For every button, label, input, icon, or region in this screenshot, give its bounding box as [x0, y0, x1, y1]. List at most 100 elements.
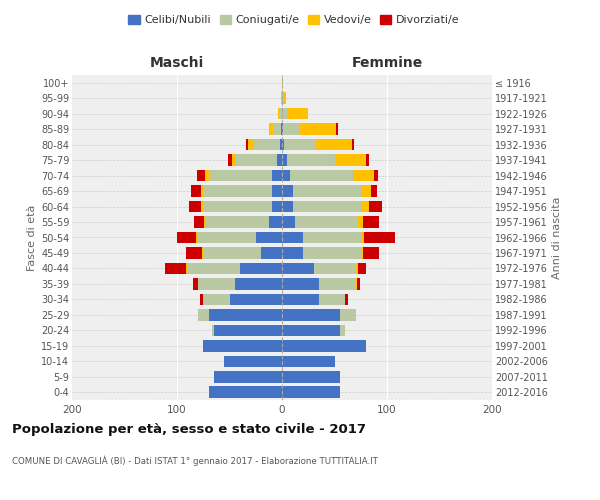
Bar — [282, 294, 319, 305]
Bar — [235, 278, 282, 289]
Bar — [281, 92, 282, 104]
Bar — [203, 294, 229, 305]
Bar — [188, 200, 201, 212]
Bar — [282, 247, 303, 259]
Bar — [200, 294, 203, 305]
Bar — [187, 247, 202, 259]
Bar — [261, 247, 282, 259]
Bar — [282, 309, 340, 320]
Bar — [345, 294, 348, 305]
Bar — [284, 139, 316, 150]
Bar — [352, 139, 355, 150]
Bar — [232, 154, 235, 166]
Bar — [280, 139, 282, 150]
Bar — [240, 262, 282, 274]
Bar — [193, 278, 198, 289]
Text: Popolazione per età, sesso e stato civile - 2017: Popolazione per età, sesso e stato civil… — [12, 422, 366, 436]
Bar — [282, 77, 283, 88]
Bar — [371, 186, 377, 197]
Bar — [366, 154, 369, 166]
Bar — [235, 154, 277, 166]
Bar — [206, 216, 269, 228]
Bar — [374, 170, 377, 181]
Bar — [198, 232, 256, 243]
Bar — [205, 170, 209, 181]
Bar — [363, 216, 379, 228]
Bar — [283, 124, 299, 135]
Bar — [271, 186, 282, 197]
Bar — [256, 232, 282, 243]
Bar — [282, 139, 284, 150]
Bar — [203, 186, 271, 197]
Bar — [196, 232, 198, 243]
Bar — [279, 108, 282, 120]
Bar — [353, 170, 374, 181]
Bar — [282, 108, 287, 120]
Bar — [281, 124, 282, 135]
Bar — [361, 247, 363, 259]
Bar — [282, 262, 314, 274]
Bar — [187, 262, 240, 274]
Legend: Celibi/Nubili, Coniugati/e, Vedovi/e, Divorziati/e: Celibi/Nubili, Coniugati/e, Vedovi/e, Di… — [124, 10, 464, 30]
Text: Maschi: Maschi — [150, 56, 204, 70]
Bar — [282, 154, 287, 166]
Bar — [282, 324, 340, 336]
Bar — [363, 247, 379, 259]
Bar — [282, 124, 283, 135]
Y-axis label: Anni di nascita: Anni di nascita — [552, 196, 562, 279]
Bar — [364, 232, 395, 243]
Bar — [355, 278, 356, 289]
Bar — [361, 186, 371, 197]
Bar — [282, 340, 366, 351]
Bar — [282, 232, 303, 243]
Bar — [271, 200, 282, 212]
Bar — [214, 371, 282, 382]
Bar — [282, 356, 335, 367]
Bar — [303, 247, 361, 259]
Bar — [282, 386, 340, 398]
Bar — [361, 200, 369, 212]
Bar — [198, 278, 235, 289]
Bar — [282, 170, 290, 181]
Bar — [269, 124, 272, 135]
Bar — [283, 92, 286, 104]
Bar — [201, 186, 203, 197]
Bar — [269, 216, 282, 228]
Bar — [272, 124, 281, 135]
Bar — [369, 200, 382, 212]
Bar — [247, 139, 248, 150]
Bar — [316, 139, 352, 150]
Bar — [358, 262, 366, 274]
Bar — [335, 154, 366, 166]
Bar — [248, 139, 254, 150]
Bar — [224, 356, 282, 367]
Bar — [214, 324, 282, 336]
Bar — [319, 294, 345, 305]
Bar — [282, 216, 295, 228]
Bar — [209, 386, 282, 398]
Bar — [314, 262, 355, 274]
Text: COMUNE DI CAVAGLIÀ (BI) - Dati ISTAT 1° gennaio 2017 - Elaborazione TUTTITALIA.I: COMUNE DI CAVAGLIÀ (BI) - Dati ISTAT 1° … — [12, 455, 378, 466]
Bar — [355, 262, 358, 274]
Bar — [299, 124, 335, 135]
Bar — [356, 278, 359, 289]
Bar — [204, 216, 206, 228]
Bar — [287, 154, 335, 166]
Bar — [177, 232, 196, 243]
Bar — [212, 324, 214, 336]
Bar — [295, 216, 358, 228]
Bar — [209, 170, 271, 181]
Bar — [340, 309, 355, 320]
Y-axis label: Fasce di età: Fasce di età — [26, 204, 37, 270]
Bar — [358, 216, 363, 228]
Bar — [203, 247, 261, 259]
Bar — [203, 200, 271, 212]
Bar — [282, 186, 293, 197]
Bar — [282, 371, 340, 382]
Bar — [340, 324, 345, 336]
Bar — [282, 92, 283, 104]
Bar — [278, 108, 279, 120]
Bar — [198, 309, 209, 320]
Bar — [290, 170, 353, 181]
Bar — [202, 247, 203, 259]
